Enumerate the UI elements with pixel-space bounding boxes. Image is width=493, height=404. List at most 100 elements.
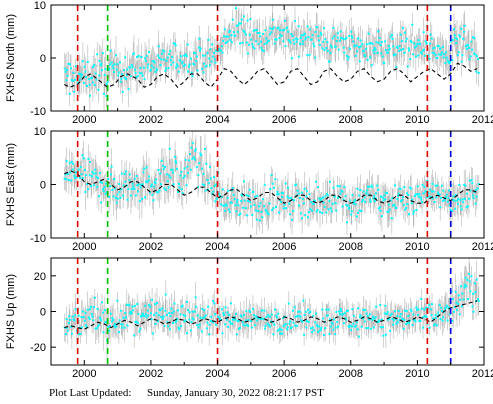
observation-point <box>311 34 314 37</box>
observation-point <box>164 69 167 72</box>
observation-point <box>468 58 471 61</box>
observation-point <box>230 189 233 192</box>
observation-point <box>85 85 88 87</box>
observation-point <box>145 166 148 169</box>
observation-point <box>405 310 408 313</box>
x-tick-label: 2004 <box>205 241 229 253</box>
observation-point <box>305 195 308 198</box>
observation-point <box>475 70 478 73</box>
observation-point <box>452 310 455 313</box>
observation-point <box>294 324 297 327</box>
observation-point <box>426 179 429 182</box>
observation-point <box>377 207 380 210</box>
observation-point <box>125 316 127 319</box>
observation-point <box>264 324 267 327</box>
observation-point <box>112 67 115 70</box>
observation-point <box>463 283 466 286</box>
observation-point <box>74 171 77 174</box>
observation-point <box>290 197 293 200</box>
observation-point <box>455 42 458 44</box>
observation-point <box>290 33 293 36</box>
observation-point <box>109 185 112 188</box>
observation-point <box>112 319 115 321</box>
observation-point <box>267 213 270 216</box>
observation-point <box>250 38 253 41</box>
observation-point <box>357 335 360 338</box>
observation-point <box>291 309 294 312</box>
observation-point <box>73 174 76 177</box>
observation-point <box>293 306 296 309</box>
observation-point <box>357 37 360 40</box>
observation-point <box>149 69 152 72</box>
observation-point <box>91 315 94 318</box>
observation-point <box>172 42 175 45</box>
observation-point <box>325 47 328 49</box>
observation-point <box>360 209 363 212</box>
observation-point <box>171 312 174 314</box>
observation-point <box>388 318 391 320</box>
observation-point <box>74 65 77 68</box>
observation-point <box>210 60 213 63</box>
observation-point <box>203 62 205 65</box>
observation-point <box>115 201 118 204</box>
observation-point <box>249 311 252 313</box>
observation-point <box>70 160 73 163</box>
observation-point <box>244 319 247 322</box>
observation-point <box>88 94 91 97</box>
observation-point <box>228 320 231 323</box>
observation-point <box>437 311 440 314</box>
observation-point <box>442 56 445 59</box>
observation-point <box>362 50 365 53</box>
observation-point <box>211 320 214 323</box>
observation-point <box>434 53 437 56</box>
observation-point <box>175 66 177 69</box>
observation-point <box>276 190 279 193</box>
observation-point <box>83 169 86 171</box>
observation-point <box>399 33 402 36</box>
observation-point <box>201 67 204 70</box>
observation-point <box>133 187 136 190</box>
observation-point <box>191 75 194 78</box>
observation-point <box>371 318 374 321</box>
observation-point <box>176 317 179 320</box>
observation-point <box>380 40 383 43</box>
y-tick-label: -10 <box>30 233 46 245</box>
observation-point <box>310 201 313 203</box>
observation-point <box>74 308 77 311</box>
observation-point <box>331 37 334 40</box>
observation-point <box>193 158 196 161</box>
observation-point <box>400 313 403 316</box>
observation-point <box>456 38 458 41</box>
observation-point <box>148 175 150 178</box>
observation-point <box>430 195 432 198</box>
observation-point <box>204 54 207 57</box>
observation-point <box>468 46 470 49</box>
observation-point <box>213 52 216 54</box>
observation-point <box>278 36 281 39</box>
x-tick-label: 2010 <box>405 114 429 126</box>
observation-point <box>210 315 213 318</box>
observation-point <box>285 322 288 325</box>
observation-point <box>423 54 426 57</box>
observation-point <box>131 182 134 185</box>
observation-point <box>393 203 396 206</box>
observation-point <box>283 323 286 326</box>
observation-point <box>92 319 95 322</box>
observation-point <box>368 42 371 45</box>
observation-point <box>466 192 469 195</box>
observation-point <box>323 205 326 208</box>
observation-point <box>477 300 480 302</box>
observation-point <box>312 42 315 45</box>
observation-point <box>364 55 367 58</box>
y-tick-label: -20 <box>30 342 46 354</box>
observation-point <box>255 218 258 221</box>
observation-point <box>239 42 242 45</box>
observation-point <box>384 198 387 201</box>
observation-point <box>473 191 476 194</box>
observation-point <box>81 154 84 157</box>
observation-point <box>467 44 470 47</box>
observation-point <box>135 320 138 323</box>
observation-point <box>317 331 319 334</box>
observation-point <box>217 315 220 318</box>
observation-point <box>71 80 74 82</box>
